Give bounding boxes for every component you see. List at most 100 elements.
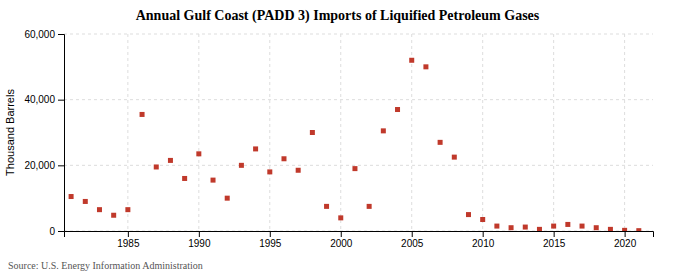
point <box>182 176 187 181</box>
y-tick-label: 0 <box>49 226 55 237</box>
x-tick-label: 1985 <box>117 238 140 249</box>
grid <box>64 34 653 231</box>
x-tick: 2000 <box>330 231 353 249</box>
x-tick: 2010 <box>472 231 495 249</box>
point <box>480 217 485 222</box>
x-tick-mark <box>625 231 626 237</box>
point <box>168 158 173 163</box>
point <box>537 227 542 231</box>
x-tick-label: 1995 <box>259 238 282 249</box>
x-tick-mark <box>199 231 200 237</box>
plot-area: 1985 1990 1995 2000 2005 2010 2015 2020 0 20,000 4… <box>24 29 653 249</box>
y-axis-line <box>58 35 65 232</box>
y-tick-label: 60,000 <box>24 29 55 40</box>
x-tick-mark <box>128 231 129 237</box>
chart-container: 1985 1990 1995 2000 2005 2010 2015 2020 0 20,000 4… <box>0 0 675 275</box>
x-tick: 1985 <box>117 231 140 249</box>
point <box>409 58 414 63</box>
point <box>509 225 514 230</box>
point <box>367 204 372 209</box>
point <box>296 168 301 173</box>
y-tick: 40,000 <box>24 94 64 105</box>
x-grid-line <box>553 34 554 231</box>
y-tick-label: 20,000 <box>24 160 55 171</box>
x-tick-label: 2020 <box>614 238 637 249</box>
y-tick-mark <box>58 100 64 101</box>
x-tick: 2020 <box>614 231 637 249</box>
point <box>140 112 145 117</box>
point <box>338 215 343 220</box>
point <box>324 204 329 209</box>
point <box>352 166 357 171</box>
x-tick-label: 2015 <box>543 238 566 249</box>
point <box>111 213 116 218</box>
x-axis: 1985 1990 1995 2000 2005 2010 2015 2020 <box>65 231 654 249</box>
point <box>395 107 400 112</box>
point <box>622 228 627 231</box>
source-note: Source: U.S. Energy Information Administ… <box>8 260 203 271</box>
point <box>281 156 286 161</box>
x-tick-label: 2005 <box>401 238 424 249</box>
y-axis-title: Thousand Barrels <box>4 89 16 176</box>
x-tick: 1990 <box>188 231 211 249</box>
x-grid-line <box>340 34 341 231</box>
point <box>211 178 216 183</box>
point <box>580 224 585 229</box>
y-tick-label: 40,000 <box>24 94 55 105</box>
x-grid-line <box>624 34 625 231</box>
point <box>69 194 74 199</box>
y-tick: 60,000 <box>24 29 64 40</box>
chart-svg: 1985 1990 1995 2000 2005 2010 2015 2020 0 20,000 4… <box>0 0 675 275</box>
point <box>565 222 570 227</box>
marks <box>69 58 642 231</box>
x-tick-label: 1990 <box>188 238 211 249</box>
x-tick-mark <box>270 231 271 237</box>
x-tick-mark <box>483 231 484 237</box>
x-tick-mark <box>341 231 342 237</box>
point <box>154 164 159 169</box>
point <box>551 224 556 229</box>
point <box>310 130 315 135</box>
x-tick-mark <box>412 231 413 237</box>
point <box>267 169 272 174</box>
point <box>594 225 599 230</box>
y-grid-line <box>64 99 653 100</box>
y-tick-mark <box>58 231 64 232</box>
x-grid-line <box>411 34 412 231</box>
point <box>381 128 386 133</box>
x-grid-line <box>482 34 483 231</box>
point <box>608 227 613 231</box>
point <box>423 64 428 69</box>
y-grid-line <box>64 34 653 35</box>
x-tick: 1995 <box>259 231 282 249</box>
x-tick: 2015 <box>543 231 566 249</box>
x-tick-mark <box>554 231 555 237</box>
y-tick-mark <box>58 165 64 166</box>
x-grid-line <box>198 34 199 231</box>
point <box>97 207 102 212</box>
point <box>125 207 130 212</box>
y-axis: 0 20,000 40,000 60,000 <box>24 29 64 237</box>
y-tick-mark <box>58 34 64 35</box>
point <box>438 140 443 145</box>
y-tick: 20,000 <box>24 160 64 171</box>
y-tick: 0 <box>49 226 64 237</box>
point <box>83 199 88 204</box>
point <box>196 151 201 156</box>
x-grid-line <box>269 34 270 231</box>
point <box>239 163 244 168</box>
x-tick: 2005 <box>401 231 424 249</box>
point <box>466 212 471 217</box>
title: Annual Gulf Coast (PADD 3) Imports of Li… <box>136 8 540 24</box>
point <box>636 228 641 231</box>
y-grid-line <box>64 165 653 166</box>
point <box>523 225 528 230</box>
x-grid-line <box>127 34 128 231</box>
point <box>452 155 457 160</box>
x-tick-label: 2000 <box>330 238 353 249</box>
point <box>225 196 230 201</box>
point <box>253 146 258 151</box>
point <box>494 224 499 229</box>
x-axis-line <box>65 232 654 238</box>
x-tick-label: 2010 <box>472 238 495 249</box>
